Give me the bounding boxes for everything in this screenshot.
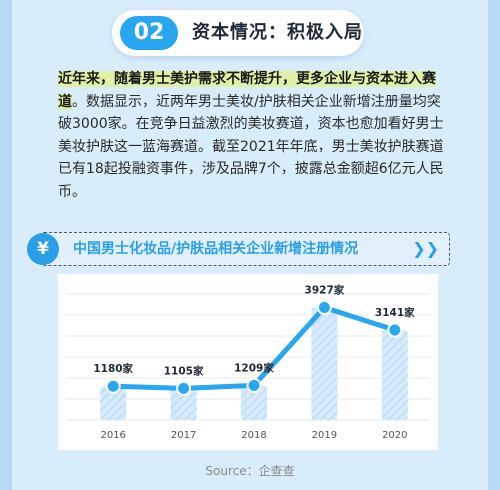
data-point-2017 bbox=[176, 380, 192, 396]
data-point-2019 bbox=[316, 300, 332, 316]
x-tick-2018: 2018 bbox=[241, 430, 266, 441]
series-line bbox=[110, 305, 398, 391]
data-label-2016: 1180家 bbox=[93, 362, 133, 375]
data-point-2018 bbox=[246, 377, 262, 393]
section-header: 02 资本情况：积极入局 bbox=[112, 10, 364, 56]
intro-paragraph: 近年来，随着男士美护需求不断提升，更多企业与资本进入赛道。数据显示，近两年男士美… bbox=[58, 68, 450, 203]
paragraph-body-text: 。数据显示，近两年男士美妆/护肤相关企业新增注册量均突破3000家。在竞争日益激… bbox=[58, 93, 444, 200]
data-label-2017: 1105家 bbox=[164, 364, 204, 377]
bar-2018 bbox=[241, 385, 267, 420]
chevron-double-right-icon: ❯❯ bbox=[412, 239, 439, 258]
bar-2019 bbox=[311, 307, 338, 420]
chart-header: ¥ 中国男士化妆品/护肤品相关企业新增注册情况 ❯❯ bbox=[27, 232, 450, 266]
right-edge-band bbox=[488, 0, 500, 490]
bar-2020 bbox=[381, 330, 408, 420]
x-tick-2020: 2020 bbox=[382, 430, 407, 441]
data-point-2020 bbox=[387, 322, 403, 338]
data-point-2016 bbox=[105, 378, 121, 394]
line-chart: 1180家 1105家 1209家 3927家 3141家 2016 2017 2018 20… bbox=[66, 284, 430, 441]
data-label-2020: 3141家 bbox=[375, 306, 415, 319]
source-note: Source：企查查 bbox=[205, 464, 295, 478]
section-number-badge: 02 bbox=[120, 16, 178, 50]
section-title: 资本情况：积极入局 bbox=[192, 22, 363, 43]
data-label-2018: 1209家 bbox=[234, 361, 274, 374]
x-tick-2019: 2019 bbox=[312, 430, 337, 441]
chart-title: 中国男士化妆品/护肤品相关企业新增注册情况 bbox=[73, 241, 359, 257]
bar-2017 bbox=[170, 388, 197, 420]
chart-card: 1180家 1105家 1209家 3927家 3141家 2016 2017 2018 20… bbox=[58, 274, 438, 450]
x-tick-2017: 2017 bbox=[171, 430, 196, 441]
yen-icon: ¥ bbox=[27, 233, 59, 265]
x-tick-2016: 2016 bbox=[100, 430, 125, 441]
data-label-2019: 3927家 bbox=[305, 284, 345, 297]
bar-2016 bbox=[100, 386, 127, 420]
left-edge-band bbox=[0, 0, 12, 490]
